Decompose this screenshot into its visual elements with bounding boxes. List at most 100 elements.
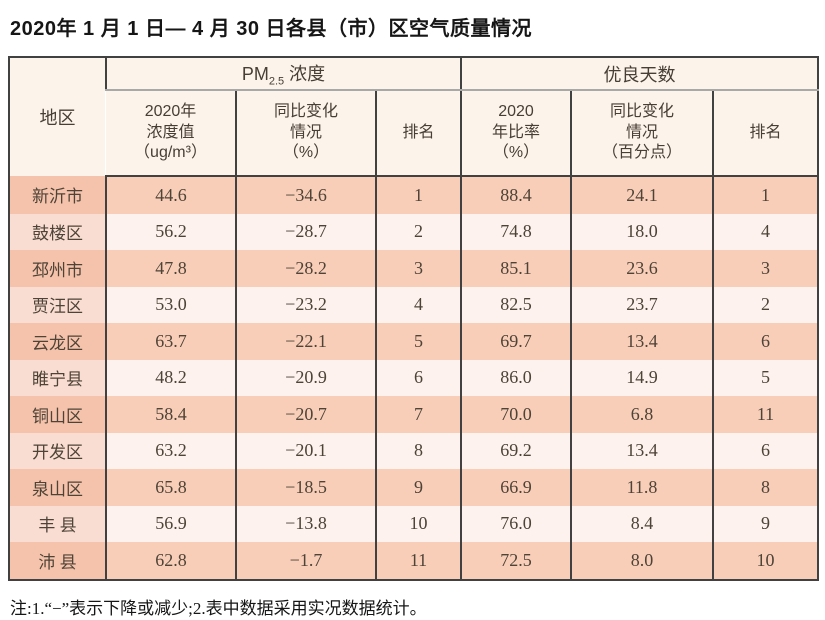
cell-good-change: 8.4 [570,505,713,542]
cell-good-rank: 10 [711,542,819,580]
footnote: 注:1.“−”表示下降或减少;2.表中数据采用实况数据统计。 [10,598,427,618]
cell-pm-rank: 1 [375,176,461,214]
cell-region: 新沂市 [9,176,106,214]
table-row: 开发区 63.2 −20.1 8 69.2 13.4 6 [9,432,819,469]
cell-pm-value: 65.8 [105,469,236,506]
header-group-row: 地区 PM2.5 浓度 优良天数 [9,57,819,176]
cell-good-rate: 70.0 [460,396,571,433]
cell-pm-change: −20.7 [235,396,376,433]
table-row: 铜山区 58.4 −20.7 7 70.0 6.8 11 [9,396,819,433]
pm25-label-rest: 浓度 [284,63,326,84]
table-row: 泉山区 65.8 −18.5 9 66.9 11.8 8 [9,469,819,506]
cell-pm-change: −1.7 [235,542,376,580]
cell-pm-value: 56.9 [105,505,236,542]
cell-good-rate: 82.5 [460,286,571,323]
cell-region: 铜山区 [9,396,106,433]
cell-pm-value: 56.2 [105,213,236,250]
air-quality-table: 地区 PM2.5 浓度 优良天数 2020年 浓度值 （ug/m³） 同比变化 … [8,56,820,581]
cell-pm-change: −13.8 [235,505,376,542]
table-body: 新沂市 44.6 −34.6 1 88.4 24.1 1 鼓楼区 56.2 −28.7 2 74.8 1… [9,176,819,580]
cell-good-rank: 6 [711,432,819,469]
cell-region: 泉山区 [9,469,106,506]
column-header-pm-yoy-change: 同比变化 情况 （%） [235,90,376,177]
cell-good-rate: 66.9 [460,469,571,506]
column-header-good-rank: 排名 [711,90,819,177]
cell-good-rank: 6 [711,323,819,360]
cell-pm-rank: 11 [375,542,461,580]
table-row: 贾汪区 53.0 −23.2 4 82.5 23.7 2 [9,286,819,323]
table-row: 鼓楼区 56.2 −28.7 2 74.8 18.0 4 [9,213,819,250]
cell-pm-change: −34.6 [235,176,376,214]
cell-pm-change: −20.1 [235,432,376,469]
cell-good-change: 23.6 [570,250,713,287]
page-title: 2020年 1 月 1 日— 4 月 30 日各县（市）区空气质量情况 [10,18,533,40]
cell-good-rank: 3 [711,250,819,287]
cell-pm-change: −23.2 [235,286,376,323]
cell-region: 贾汪区 [9,286,106,323]
cell-region: 云龙区 [9,323,106,360]
cell-pm-rank: 7 [375,396,461,433]
table-row: 邳州市 47.8 −28.2 3 85.1 23.6 3 [9,250,819,287]
cell-good-rank: 4 [711,213,819,250]
table-row: 丰 县 56.9 −13.8 10 76.0 8.4 9 [9,505,819,542]
table-row: 新沂市 44.6 −34.6 1 88.4 24.1 1 [9,176,819,214]
table-header: 地区 PM2.5 浓度 优良天数 2020年 浓度值 （ug/m³） 同比变化 … [9,57,819,177]
cell-pm-rank: 4 [375,286,461,323]
cell-pm-rank: 8 [375,432,461,469]
cell-pm-change: −28.2 [235,250,376,287]
table-row: 云龙区 63.7 −22.1 5 69.7 13.4 6 [9,323,819,360]
cell-pm-value: 58.4 [105,396,236,433]
cell-pm-rank: 9 [375,469,461,506]
cell-pm-change: −28.7 [235,213,376,250]
cell-good-change: 11.8 [570,469,713,506]
cell-good-rate: 76.0 [460,505,571,542]
cell-good-rank: 8 [711,469,819,506]
cell-region: 邳州市 [9,250,106,287]
pm25-label-base: PM [241,63,269,84]
table-row: 睢宁县 48.2 −20.9 6 86.0 14.9 5 [9,359,819,396]
column-header-good-yoy-change: 同比变化 情况 （百分点） [570,90,713,177]
cell-good-change: 13.4 [570,323,713,360]
column-group-good-days: 优良天数 [459,57,819,91]
cell-good-rate: 69.2 [460,432,571,469]
cell-pm-change: −20.9 [235,359,376,396]
cell-pm-rank: 10 [375,505,461,542]
cell-region: 开发区 [9,432,106,469]
cell-pm-value: 47.8 [105,250,236,287]
cell-pm-change: −18.5 [235,469,376,506]
cell-pm-value: 48.2 [105,359,236,396]
cell-region: 丰 县 [9,505,106,542]
cell-good-change: 24.1 [570,176,713,214]
cell-pm-value: 44.6 [105,176,236,214]
cell-good-change: 18.0 [570,213,713,250]
cell-pm-value: 53.0 [105,286,236,323]
cell-pm-value: 62.8 [105,542,236,580]
cell-good-rate: 86.0 [460,359,571,396]
pm25-label-subscript: 2.5 [268,75,285,88]
cell-good-rank: 11 [711,396,819,433]
cell-good-rate: 69.7 [460,323,571,360]
column-header-pm-2020-value: 2020年 浓度值 （ug/m³） [106,90,236,177]
cell-region: 沛 县 [9,542,106,580]
cell-good-rate: 88.4 [460,176,571,214]
cell-good-rank: 5 [711,359,819,396]
cell-good-change: 6.8 [570,396,713,433]
cell-pm-rank: 6 [375,359,461,396]
cell-good-change: 23.7 [570,286,713,323]
cell-good-rate: 85.1 [460,250,571,287]
cell-pm-change: −22.1 [235,323,376,360]
cell-pm-rank: 2 [375,213,461,250]
cell-pm-rank: 5 [375,323,461,360]
cell-pm-value: 63.2 [105,432,236,469]
cell-good-rank: 9 [711,505,819,542]
cell-good-change: 14.9 [570,359,713,396]
column-header-pm-rank: 排名 [375,90,461,177]
column-header-good-2020-rate: 2020 年比率 （%） [460,90,571,177]
table-row: 沛 县 62.8 −1.7 11 72.5 8.0 10 [9,542,819,580]
cell-pm-value: 63.7 [105,323,236,360]
cell-good-change: 13.4 [570,432,713,469]
cell-region: 鼓楼区 [9,213,106,250]
header-sub-row: 2020年 浓度值 （ug/m³） 同比变化 情况 （%） 排名 2020 年比… [9,90,819,177]
cell-good-change: 8.0 [570,542,713,580]
